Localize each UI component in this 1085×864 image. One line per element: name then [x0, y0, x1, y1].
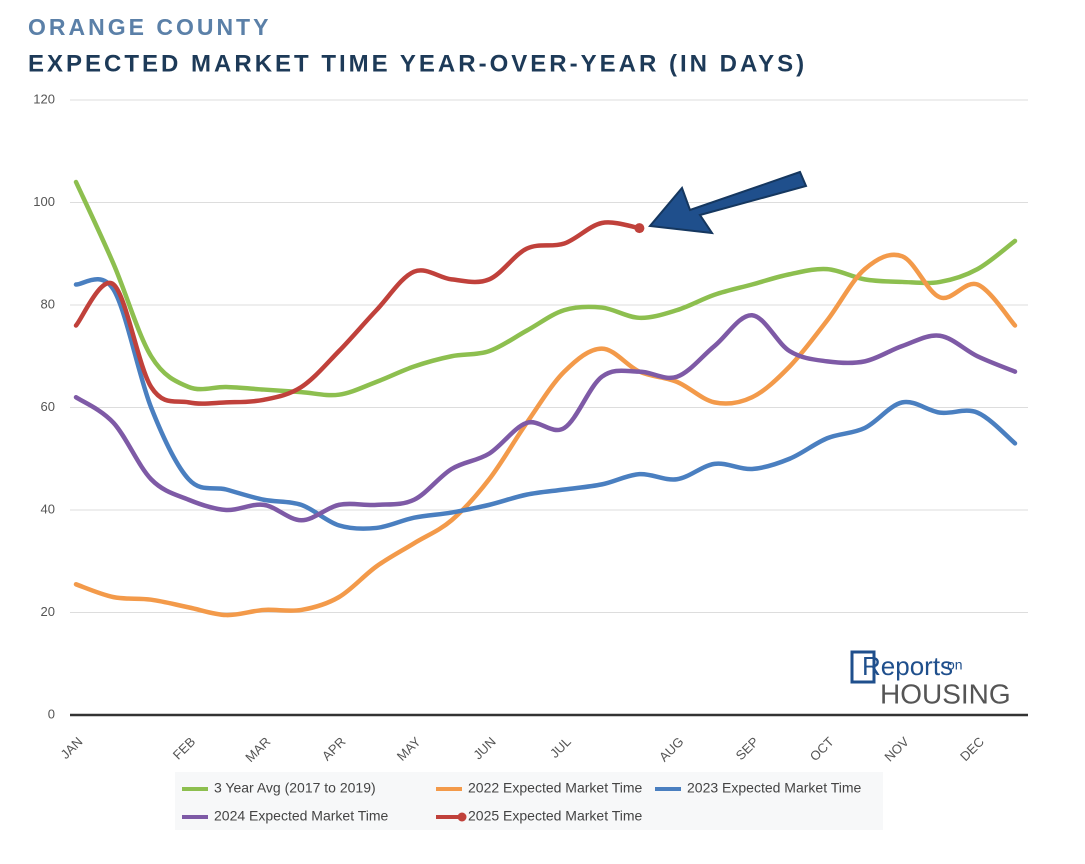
x-tick-label: AUG: [656, 734, 687, 765]
x-tick-label: FEB: [170, 734, 198, 762]
legend-label: 2025 Expected Market Time: [468, 808, 643, 824]
logo-on: on: [947, 657, 963, 673]
x-tick-label: MAY: [394, 734, 424, 764]
legend-box: [175, 772, 883, 830]
series-line: [73, 179, 1018, 398]
legend-label: 2022 Expected Market Time: [468, 780, 643, 796]
x-tick-label: OCT: [807, 734, 837, 764]
legend-label: 2023 Expected Market Time: [687, 780, 862, 796]
series-line: [73, 276, 1018, 531]
y-tick-label: 40: [41, 501, 55, 516]
series-line: [73, 252, 1018, 618]
legend: 3 Year Avg (2017 to 2019) 2022 Expected M…: [182, 780, 862, 824]
series-line: [73, 313, 1018, 523]
lines: [73, 179, 1018, 618]
y-tick-label: 80: [41, 296, 55, 311]
legend-label: 2024 Expected Market Time: [214, 808, 389, 824]
end-marker: [634, 223, 645, 234]
y-tick-label: 20: [41, 604, 55, 619]
chart-title: EXPECTED MARKET TIME YEAR-OVER-YEAR (IN …: [28, 50, 807, 77]
logo: Reports on HOUSING: [850, 650, 1011, 709]
arrow: [648, 170, 808, 235]
y-tick-label: 60: [41, 399, 55, 414]
y-tick-label: 120: [33, 91, 55, 106]
x-tick-label: DEC: [957, 734, 987, 764]
x-tick-label: MAR: [242, 734, 273, 765]
y-tick-label: 0: [48, 706, 55, 721]
y-tick-label: 100: [33, 194, 55, 209]
x-tick-label: APR: [319, 734, 349, 764]
series-line: [73, 220, 642, 406]
logo-bottom: HOUSING: [880, 678, 1011, 709]
legend-marker: [457, 812, 467, 822]
supertitle: ORANGE COUNTY: [28, 14, 271, 40]
logo-top: Reports: [862, 651, 953, 681]
legend-label: 3 Year Avg (2017 to 2019): [214, 780, 376, 796]
x-tick-label: SEP: [733, 734, 762, 763]
x-tick-label: JUN: [470, 734, 498, 762]
x-tick-label: JUL: [547, 734, 574, 761]
x-tick-label: JAN: [58, 734, 86, 762]
x-tick-label: NOV: [881, 734, 912, 765]
logo-icon: [850, 650, 876, 684]
